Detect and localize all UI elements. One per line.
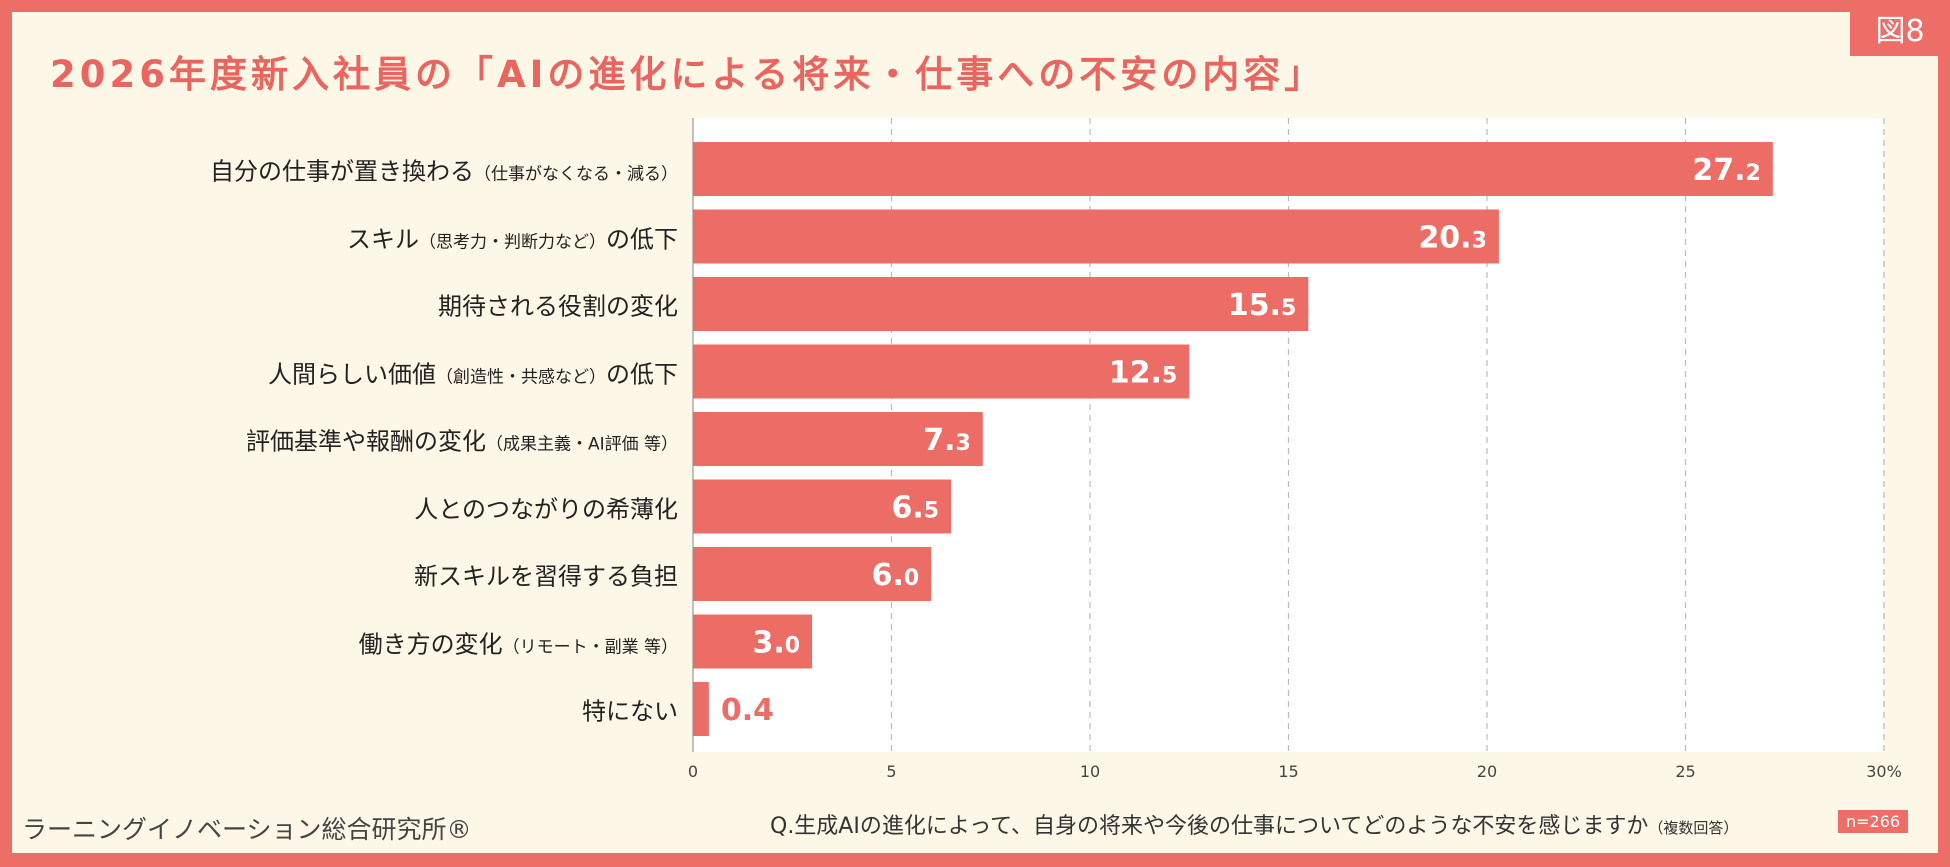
chart-title: 2026年度新入社員の「AIの進化による将来・仕事への不安の内容」 [50, 53, 1326, 96]
bar [693, 142, 1773, 196]
question-main: Q.生成AIの進化によって、自身の将来や今後の仕事についてどのような不安を感じま… [770, 814, 1649, 839]
category-main: 評価基準や報酬の変化 [245, 427, 486, 456]
data-label: 0.4 [721, 693, 774, 728]
x-tick-label: 25 [1675, 762, 1695, 781]
question-text: Q.生成AIの進化によって、自身の将来や今後の仕事についてどのような不安を感じま… [770, 808, 1738, 840]
category-label: 自分の仕事が置き換わる（仕事がなくなる・減る） [210, 152, 678, 187]
bar [693, 479, 952, 534]
data-label: 20.3 [1418, 221, 1486, 256]
data-label: 3.0 [753, 626, 801, 661]
figure-badge: 図8 [1850, 0, 1950, 56]
category-note: （仕事がなくなる・減る） [474, 164, 678, 185]
bar [693, 547, 932, 601]
category-label: 人とのつながりの希薄化 [414, 489, 678, 524]
x-tick-label: 0 [688, 762, 698, 781]
category-tail: の低下 [606, 360, 678, 388]
x-tick-label: 30% [1866, 762, 1902, 781]
data-label: 15.5 [1228, 288, 1296, 323]
category-main: 人間らしい価値 [268, 360, 436, 388]
data-label: 12.5 [1109, 356, 1177, 391]
data-label: 27.2 [1692, 153, 1760, 188]
category-note: （リモート・副業 等） [502, 637, 678, 657]
category-label: 人間らしい価値（創造性・共感など）の低下 [268, 354, 678, 389]
x-tick-label: 5 [886, 762, 896, 781]
category-label: 評価基準や報酬の変化（成果主義・AI評価 等） [246, 422, 678, 457]
category-note: （思考力・判断力など） [419, 232, 606, 252]
data-label: 6.5 [891, 491, 939, 526]
x-tick-label: 20 [1477, 762, 1497, 781]
sample-size-badge: n=266 [1838, 810, 1909, 833]
category-tail: の低下 [606, 225, 678, 253]
category-label: 働き方の変化（リモート・副業 等） [359, 624, 678, 659]
category-main: 働き方の変化 [358, 630, 503, 658]
question-note: （複数回答） [1648, 819, 1739, 837]
source-label: ラーニングイノベーション総合研究所® [22, 815, 472, 844]
category-note: （成果主義・AI評価 等） [485, 434, 678, 455]
data-label: 6.0 [872, 558, 920, 593]
category-label: 特にない [582, 692, 678, 727]
x-tick-label: 10 [1080, 762, 1100, 781]
category-label: 期待される役割の変化 [438, 287, 678, 322]
bar [693, 344, 1190, 399]
x-tick-label: 15 [1278, 762, 1298, 781]
category-main: スキル [347, 225, 419, 253]
data-label: 7.3 [923, 423, 971, 458]
bar [693, 412, 983, 466]
category-main: 人とのつながりの希薄化 [414, 495, 678, 523]
bar [693, 614, 813, 669]
bar [693, 277, 1309, 331]
bar [693, 682, 709, 736]
bar [693, 209, 1499, 264]
category-label: スキル（思考力・判断力など）の低下 [347, 219, 678, 254]
category-main: 自分の仕事が置き換わる [210, 157, 474, 186]
category-main: 期待される役割の変化 [438, 292, 678, 321]
category-label: 新スキルを習得する負担 [414, 557, 678, 592]
category-main: 新スキルを習得する負担 [414, 562, 678, 591]
category-main: 特にない [582, 697, 678, 726]
category-note: （創造性・共感など） [436, 367, 606, 387]
